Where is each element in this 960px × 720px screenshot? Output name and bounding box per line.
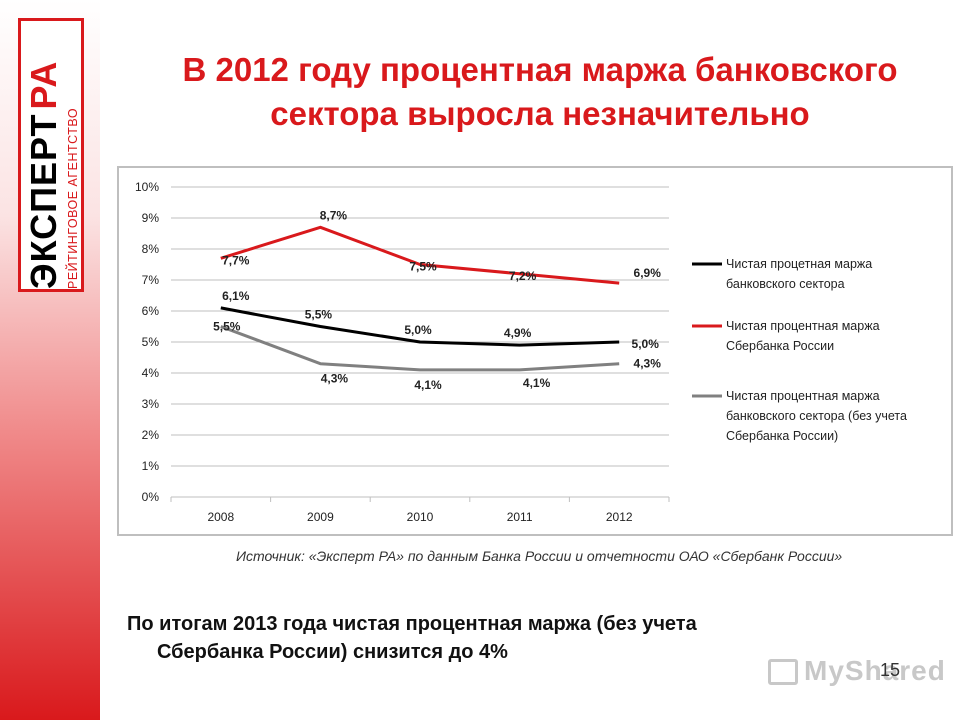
legend-label-3: Сбербанка России) — [726, 429, 838, 443]
data-label: 7,7% — [222, 253, 250, 267]
y-tick-label: 8% — [142, 242, 160, 256]
watermark-text: MyShared — [804, 655, 946, 686]
y-tick-label: 1% — [142, 459, 160, 473]
slide-title: В 2012 году процентная маржа банковского… — [120, 48, 960, 136]
x-tick-label: 2010 — [407, 510, 434, 524]
logo-main-text: ЭКСПЕРТРА — [23, 27, 64, 289]
series-line-1 — [220, 306, 620, 347]
legend-label-3: банковского сектора (без учета — [726, 409, 907, 423]
data-label: 4,9% — [504, 326, 532, 340]
data-label: 5,0% — [632, 337, 660, 351]
x-tick-label: 2012 — [606, 510, 633, 524]
logo: ЭКСПЕРТРА РЕЙТИНГОВОЕ АГЕНТСТВО — [18, 18, 84, 292]
y-tick-label: 4% — [142, 366, 160, 380]
logo-main-red: РА — [23, 60, 64, 110]
x-tick-label: 2008 — [207, 510, 234, 524]
y-tick-label: 6% — [142, 304, 160, 318]
data-label: 4,3% — [634, 357, 662, 371]
data-label: 6,1% — [222, 289, 250, 303]
data-label: 5,0% — [404, 323, 432, 337]
y-tick-label: 10% — [135, 180, 159, 194]
data-label: 4,1% — [523, 376, 551, 390]
source-note: Источник: «Эксперт РА» по данным Банка Р… — [236, 548, 843, 564]
y-tick-label: 3% — [142, 397, 160, 411]
conclusion-text: По итогам 2013 года чистая процентная ма… — [127, 610, 887, 666]
slide-title-line2: сектора выросла незначительно — [270, 95, 810, 132]
slide-title-line1: В 2012 году процентная маржа банковского — [182, 51, 898, 88]
margin-line-chart: 0% 1% 2% 3% 4% 5% 6% 7% 8% 9% 10% 2008 2009 2010 2011 2… — [135, 180, 907, 524]
series-line-3 — [220, 325, 620, 372]
data-label: 8,7% — [320, 208, 348, 222]
x-tick-label: 2011 — [507, 510, 533, 524]
x-tick-label: 2009 — [307, 510, 334, 524]
y-tick-label: 7% — [142, 273, 160, 287]
conclusion-line1: По итогам 2013 года чистая процентная ма… — [127, 613, 697, 635]
y-tick-label: 9% — [142, 211, 160, 225]
data-label: 4,3% — [321, 372, 349, 386]
data-label: 7,5% — [409, 260, 437, 274]
legend-label-1: банковского сектора — [726, 277, 845, 291]
logo-main-black: ЭКСПЕРТ — [23, 113, 64, 289]
conclusion-line2: Сбербанка России) снизится до 4% — [157, 641, 508, 663]
data-label: 7,2% — [509, 269, 537, 283]
legend-label-1: Чистая процетная маржа — [726, 257, 872, 271]
legend-label-3: Чистая процентная маржа — [726, 389, 880, 403]
page-number: 15 — [880, 660, 901, 680]
y-tick-label: 0% — [142, 490, 160, 504]
legend-label-2: Чистая процентная маржа — [726, 319, 880, 333]
watermark-icon — [768, 659, 798, 685]
chart-container: 0% 1% 2% 3% 4% 5% 6% 7% 8% 9% 10% 2008 2009 2010 2011 2… — [117, 166, 953, 536]
series-line-2 — [220, 225, 620, 285]
legend-label-2: Сбербанка России — [726, 339, 834, 353]
data-label: 5,5% — [213, 320, 241, 334]
logo-subtitle: РЕЙТИНГОВОЕ АГЕНТСТВО — [66, 107, 80, 289]
data-label: 4,1% — [414, 378, 442, 392]
data-label: 5,5% — [305, 308, 333, 322]
watermark: MyShared — [768, 655, 945, 695]
y-tick-label: 2% — [142, 428, 160, 442]
y-tick-label: 5% — [142, 335, 160, 349]
data-label: 6,9% — [634, 266, 662, 280]
